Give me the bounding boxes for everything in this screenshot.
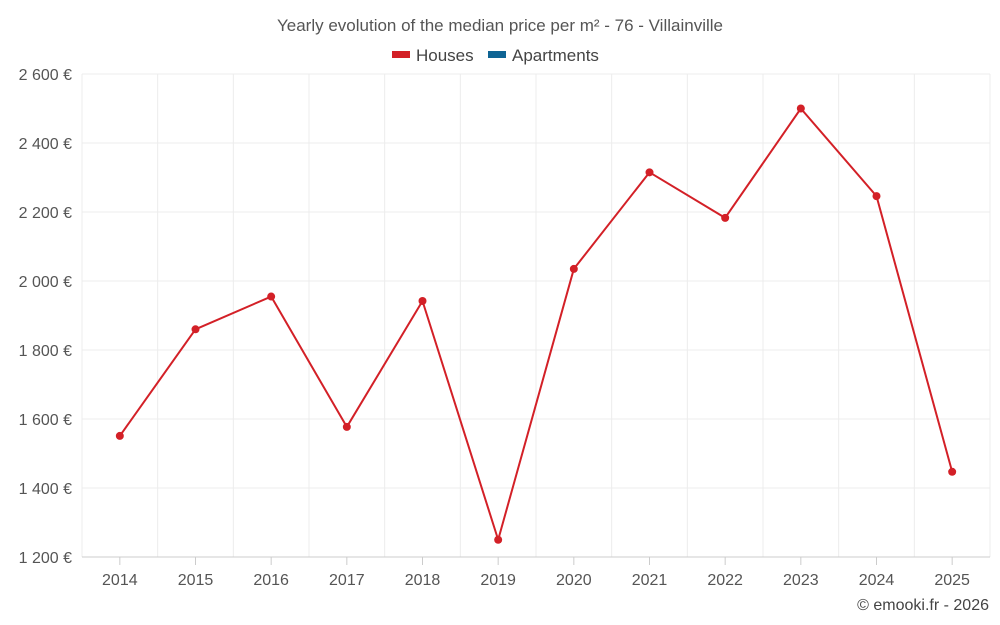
x-tick-label: 2014	[102, 572, 138, 589]
plot-area	[115, 104, 957, 544]
x-tick-label: 2025	[934, 572, 970, 589]
data-point[interactable]	[948, 467, 957, 476]
y-tick-label: 1 200 €	[19, 550, 72, 567]
legend: Houses Apartments	[392, 46, 599, 65]
data-point[interactable]	[115, 431, 124, 440]
data-point[interactable]	[494, 535, 503, 544]
y-tick-label: 2 000 €	[19, 274, 72, 291]
data-point[interactable]	[872, 192, 881, 201]
y-tick-label: 2 400 €	[19, 136, 72, 153]
legend-item-houses[interactable]: Houses	[392, 46, 474, 65]
data-point[interactable]	[191, 325, 200, 334]
x-tick-label: 2019	[480, 572, 516, 589]
axes: 1 200 € 1 400 € 1 600 € 1 800 € 2 000 € 2 200…	[19, 67, 990, 589]
y-tick-label: 2 600 €	[19, 67, 72, 84]
data-point[interactable]	[342, 422, 351, 431]
series-line-houses	[119, 107, 954, 541]
x-tick-label: 2015	[178, 572, 214, 589]
x-tick-label: 2022	[707, 572, 743, 589]
y-tick-label: 1 400 €	[19, 481, 72, 498]
x-tick-label: 2021	[632, 572, 668, 589]
y-tick-label: 2 200 €	[19, 205, 72, 222]
x-tick-label: 2024	[859, 572, 895, 589]
legend-label-houses: Houses	[416, 46, 474, 65]
x-tick-label: 2017	[329, 572, 365, 589]
y-tick-label: 1 600 €	[19, 412, 72, 429]
grid	[81, 73, 991, 557]
x-tick-label: 2018	[405, 572, 441, 589]
data-point[interactable]	[721, 213, 730, 222]
data-point[interactable]	[645, 168, 654, 177]
credit-text: © emooki.fr - 2026	[857, 597, 989, 614]
x-tick-label: 2020	[556, 572, 592, 589]
data-point[interactable]	[569, 264, 578, 273]
data-point[interactable]	[796, 104, 805, 113]
legend-swatch-houses	[392, 51, 410, 58]
y-tick-label: 1 800 €	[19, 343, 72, 360]
legend-item-apartments[interactable]: Apartments	[488, 46, 599, 65]
x-tick-label: 2023	[783, 572, 819, 589]
data-point[interactable]	[418, 297, 427, 306]
chart-title: Yearly evolution of the median price per…	[277, 16, 723, 35]
legend-label-apartments: Apartments	[512, 46, 599, 65]
data-point[interactable]	[267, 292, 276, 301]
legend-swatch-apartments	[488, 51, 506, 58]
x-tick-label: 2016	[253, 572, 289, 589]
